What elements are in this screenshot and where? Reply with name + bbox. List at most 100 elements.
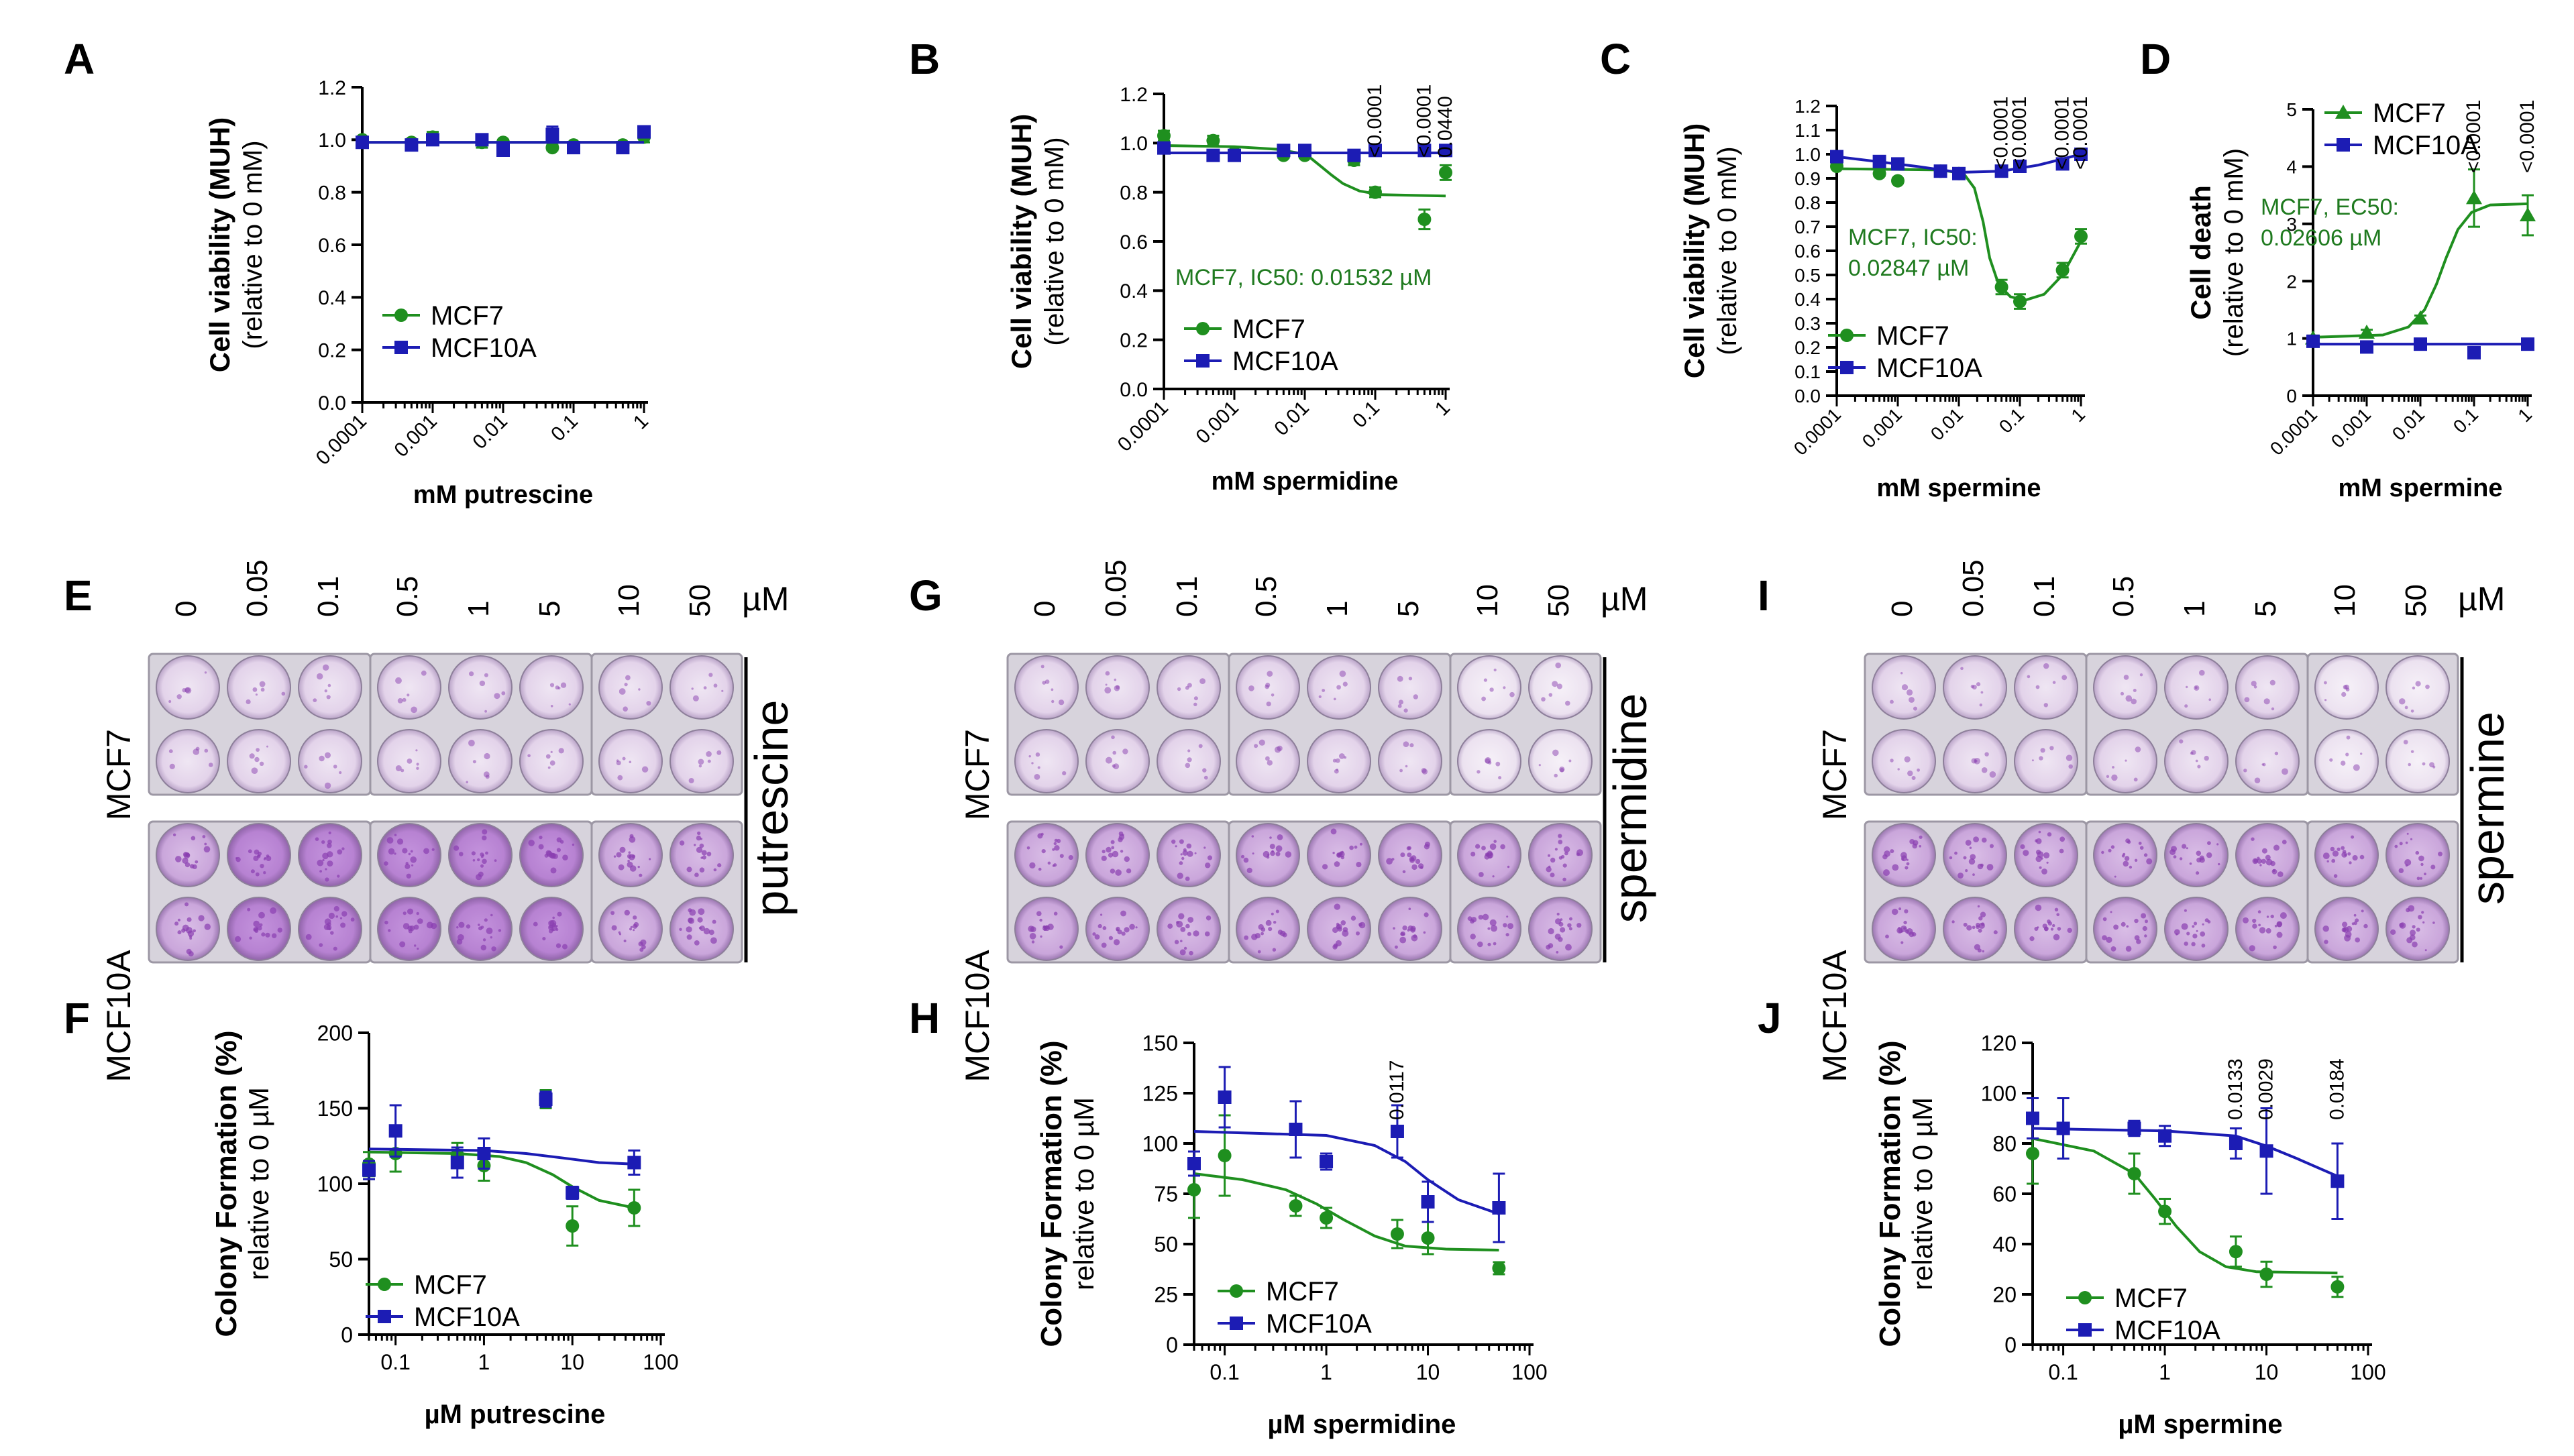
- colony: [706, 751, 712, 757]
- colony: [616, 761, 621, 766]
- colony: [176, 694, 182, 699]
- colony: [1905, 866, 1909, 870]
- colony: [258, 911, 265, 919]
- data-point: [405, 138, 419, 152]
- chart-A: 0.0 0.2 0.4 0.6 0.8 1.0 1.2 0.0001 0.001 0.01 0.1 1…: [204, 77, 653, 509]
- colony: [1121, 932, 1126, 936]
- colony: [2352, 855, 2358, 861]
- colony: [1354, 845, 1358, 849]
- colony: [1285, 851, 1292, 858]
- data-point: [1228, 148, 1241, 162]
- colony: [1505, 933, 1509, 937]
- colony: [550, 853, 556, 859]
- colony: [2403, 740, 2408, 744]
- panel-label-J: J: [1758, 994, 1782, 1042]
- colony: [2420, 862, 2424, 866]
- colony: [1338, 851, 1345, 858]
- y-tick-label: 1: [2286, 329, 2297, 349]
- colony: [319, 755, 325, 762]
- colony: [568, 703, 571, 706]
- colony: [2263, 698, 2270, 705]
- y-tick-label: 0.0: [1120, 379, 1148, 401]
- colony: [2059, 836, 2066, 842]
- y-tick-label: 0.0: [1794, 386, 1821, 406]
- data-point: [1289, 1123, 1303, 1136]
- colony: [2405, 864, 2408, 867]
- colony: [1243, 857, 1249, 863]
- colony: [2415, 681, 2421, 687]
- colony: [1406, 846, 1411, 850]
- colony: [1336, 924, 1341, 930]
- colony: [1400, 852, 1405, 858]
- colony: [649, 858, 651, 860]
- colony: [619, 846, 626, 853]
- series-MCF10A: [1157, 141, 1452, 162]
- legend-marker: [378, 1310, 391, 1323]
- data-point: [1289, 1199, 1303, 1213]
- x-tick-label: 0.0001: [312, 410, 371, 469]
- colony: [1330, 828, 1337, 835]
- colony: [2429, 762, 2434, 768]
- row-label-MCF7: MCF7: [100, 729, 138, 820]
- colony: [1271, 693, 1275, 697]
- series-MCF7: [362, 1089, 641, 1247]
- colony: [2353, 764, 2360, 771]
- colony: [2341, 846, 2345, 850]
- colony: [706, 851, 712, 856]
- colony: [2144, 934, 2147, 938]
- colony: [2193, 921, 2198, 926]
- y-tick-label: 1.1: [1794, 120, 1821, 141]
- colony: [2110, 845, 2115, 849]
- colony: [1965, 869, 1968, 873]
- colony: [2186, 847, 2188, 850]
- colony: [2038, 830, 2041, 834]
- colony: [480, 944, 486, 951]
- data-point: [2412, 310, 2428, 325]
- x-tick-label: 0.0001: [1114, 397, 1173, 456]
- colony: [627, 854, 632, 859]
- colony: [1047, 923, 1054, 930]
- colony: [713, 868, 717, 872]
- colony: [486, 928, 493, 934]
- y-tick-label: 4: [2286, 156, 2297, 177]
- colony: [350, 917, 355, 922]
- well: [2385, 655, 2450, 720]
- colony: [2345, 752, 2349, 757]
- y-tick-label: 25: [1154, 1283, 1178, 1307]
- colony: [2204, 755, 2209, 761]
- colony: [1993, 930, 1998, 935]
- colony: [1176, 921, 1183, 928]
- concentration-label: 0.05: [1100, 559, 1132, 617]
- colony: [340, 922, 346, 928]
- colony: [2438, 851, 2443, 856]
- colony: [193, 929, 197, 933]
- colony: [1968, 858, 1976, 865]
- colony: [324, 782, 331, 789]
- colony: [1408, 907, 1411, 910]
- colony: [1402, 870, 1406, 874]
- colony: [2029, 936, 2035, 942]
- x-tick-label: 0.001: [390, 410, 441, 461]
- colony: [2261, 763, 2264, 766]
- y-tick-label: 0.4: [1794, 289, 1821, 310]
- colony: [2047, 921, 2052, 926]
- colony: [2422, 921, 2425, 923]
- concentration-label: 0.1: [312, 576, 345, 617]
- colony: [2258, 923, 2261, 927]
- y-tick-label: 20: [1992, 1283, 2017, 1307]
- colony: [1111, 735, 1115, 740]
- well: [1236, 897, 1300, 961]
- colony: [1506, 915, 1509, 918]
- colony: [410, 856, 417, 863]
- data-point: [627, 1201, 641, 1215]
- colony: [2344, 684, 2349, 690]
- y-tick-label: 2: [2286, 271, 2297, 292]
- colony: [1558, 840, 1563, 844]
- colony: [2123, 852, 2126, 856]
- colony: [395, 765, 402, 771]
- legend-marker: [1840, 361, 1854, 374]
- colony: [169, 763, 175, 769]
- legend-label: MCF10A: [2114, 1316, 2220, 1345]
- colony: [2039, 866, 2042, 869]
- colony: [1973, 836, 1980, 842]
